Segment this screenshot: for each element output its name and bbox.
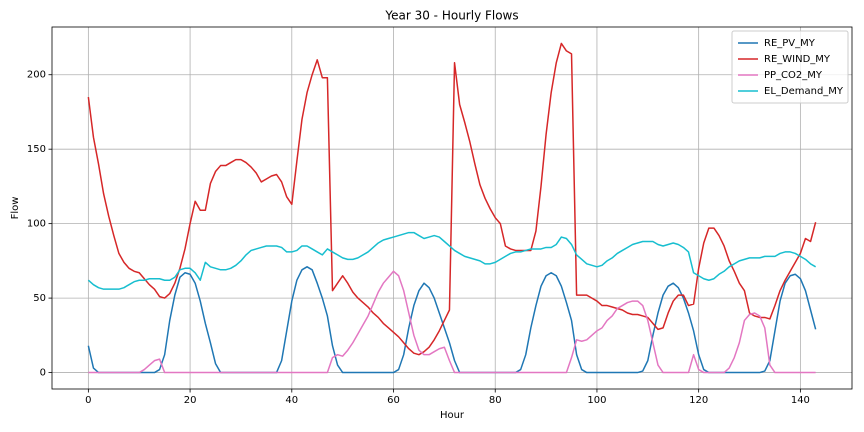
legend-label: RE_WIND_MY: [764, 54, 831, 65]
line-series: [87, 266, 817, 374]
x-tick-label: 80: [489, 395, 502, 406]
legend-label: PP_CO2_MY: [764, 70, 823, 81]
x-tick-label: 60: [387, 395, 400, 406]
legend-label: EL_Demand_MY: [764, 86, 844, 97]
x-axis-label: Hour: [440, 410, 465, 421]
y-axis-label: Flow: [10, 197, 21, 220]
legend-label: RE_PV_MY: [764, 38, 816, 49]
line-series: [87, 42, 817, 356]
legend-box: [731, 30, 849, 104]
x-tick-label: 20: [184, 395, 197, 406]
x-tick-label: 0: [85, 395, 91, 406]
x-tick-label: 120: [689, 395, 708, 406]
x-tick-label: 100: [587, 395, 606, 406]
y-tick-label: 0: [40, 368, 46, 379]
y-tick-label: 200: [27, 70, 46, 81]
x-tick-label: 40: [285, 395, 298, 406]
y-tick-label: 50: [33, 293, 46, 304]
plot-frame: [51, 26, 853, 390]
line-series: [88, 270, 816, 374]
y-tick-label: 100: [27, 219, 46, 230]
y-tick-label: 150: [27, 144, 46, 155]
line-series: [87, 231, 817, 290]
x-tick-label: 140: [791, 395, 810, 406]
chart-title: Year 30 - Hourly Flows: [384, 9, 518, 23]
